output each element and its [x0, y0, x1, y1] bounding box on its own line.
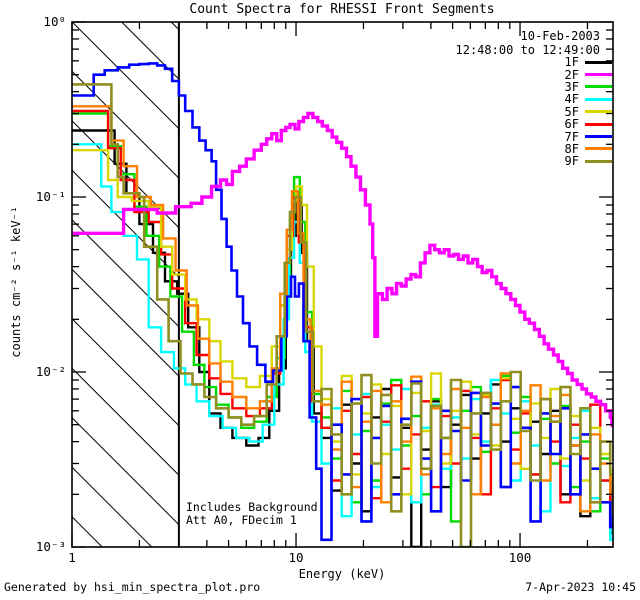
spectra-series — [72, 62, 613, 547]
detector-legend: 1F 2F 3F 4F 5F 6F 7F 8F 9F — [518, 56, 612, 168]
legend-label: 9F — [564, 154, 579, 169]
annotation-background: Includes Background — [186, 500, 318, 514]
hatch-fill — [72, 22, 179, 547]
legend-item-5F: 5F — [518, 106, 612, 118]
legend-label: 4F — [564, 92, 579, 107]
low-energy-hatch-region — [72, 22, 180, 547]
y-axis-title: counts cm⁻² s⁻¹ keV⁻¹ — [9, 206, 23, 358]
y-tick-label: 10⁻² — [36, 364, 66, 379]
legend-color-line — [585, 135, 612, 139]
legend-item-6F: 6F — [518, 118, 612, 130]
legend-color-line — [585, 147, 612, 151]
series-line-2F — [72, 111, 613, 428]
legend-item-4F: 4F — [518, 93, 612, 105]
legend-label: 5F — [564, 104, 579, 119]
legend-color-line — [585, 60, 612, 64]
series-line-6F — [72, 109, 613, 513]
legend-color-line — [585, 110, 612, 114]
annotation-attenuator: Att A0, FDecim 1 — [186, 513, 297, 528]
observation-date: 10-Feb-2003 — [520, 29, 600, 43]
legend-color-line — [585, 97, 612, 101]
x-axis-title: Energy (keV) — [298, 567, 386, 581]
legend-item-9F: 9F — [518, 155, 612, 167]
legend-color-line — [585, 73, 612, 77]
generator-credit: Generated by hsi_min_spectra_plot.pro — [4, 580, 261, 594]
x-tick-label: 1 — [68, 550, 76, 565]
legend-item-3F: 3F — [518, 81, 612, 93]
legend-item-7F: 7F — [518, 129, 612, 144]
generation-timestamp: 7-Apr-2023 10:45 — [525, 580, 636, 594]
legend-color-line — [585, 159, 612, 163]
legend-label: 6F — [564, 117, 579, 132]
legend-label: 1F — [564, 55, 579, 70]
y-tick-label: 10⁻³ — [36, 539, 66, 554]
legend-color-line — [585, 85, 612, 89]
series-line-9F — [72, 83, 613, 547]
plot-title: Count Spectra for RHESSI Front Segments — [189, 2, 495, 17]
tick-labels: 1 10 100 10⁰ 10⁻¹ 10⁻² 10⁻³ — [36, 14, 531, 565]
legend-item-1F: 1F — [518, 56, 612, 68]
plot-annotation: Includes Background Att A0, FDecim 1 — [186, 500, 318, 528]
legend-label: 8F — [564, 141, 579, 156]
y-tick-label: 10⁻¹ — [36, 189, 66, 204]
series-line-8F — [72, 105, 613, 513]
x-tick-label: 100 — [509, 550, 532, 565]
legend-label: 3F — [564, 79, 579, 94]
legend-item-8F: 8F — [518, 143, 612, 155]
x-tick-label: 10 — [288, 550, 303, 565]
axes-frame — [71, 21, 614, 548]
legend-color-line — [585, 122, 612, 126]
observation-time-range: 12:48:00 to 12:49:00 — [455, 43, 601, 57]
legend-label: 2F — [564, 67, 579, 82]
y-tick-label: 10⁰ — [43, 14, 66, 29]
plot-box — [71, 21, 614, 548]
legend-label: 7F — [564, 129, 579, 144]
observation-datetime: 10-Feb-2003 12:48:00 to 12:49:00 — [456, 29, 601, 57]
series-line-7F — [72, 62, 613, 542]
legend-item-2F: 2F — [518, 67, 612, 82]
